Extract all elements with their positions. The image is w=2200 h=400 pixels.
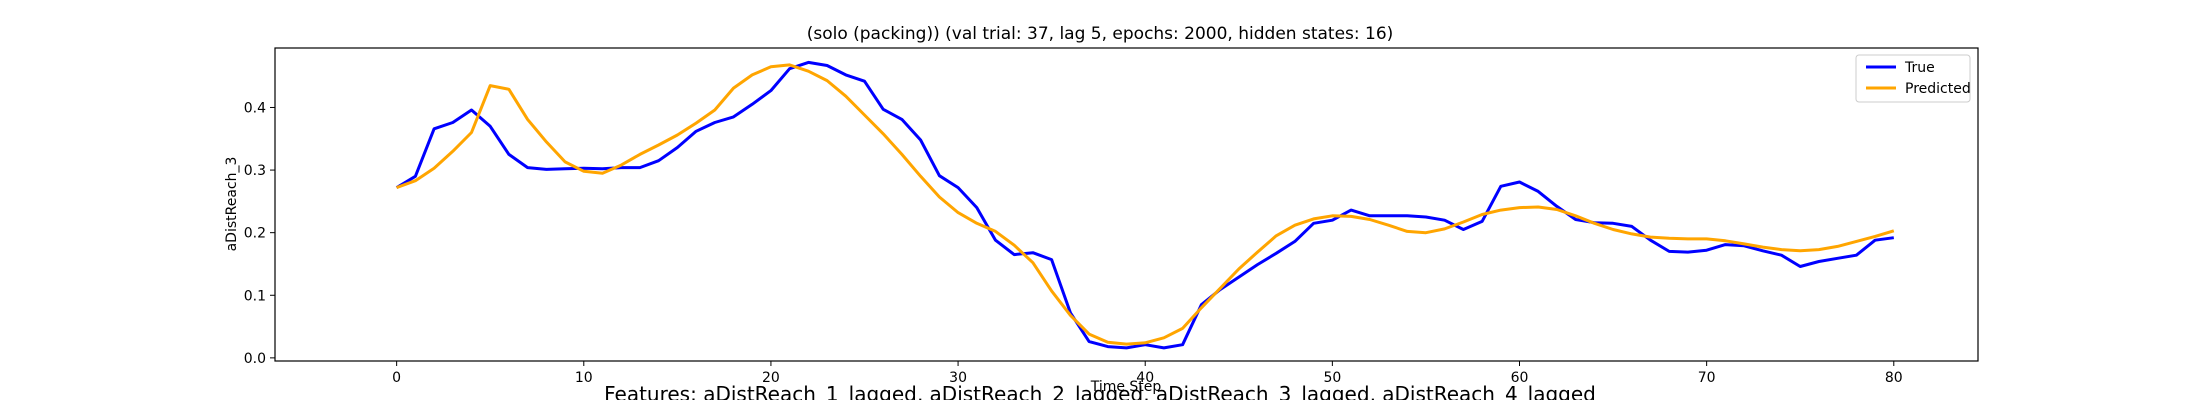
x-axis-ticks: 0 10 20 30 40 50 60 70 80 bbox=[392, 361, 1903, 386]
features-caption: Features: aDistReach_1_lagged, aDistReac… bbox=[604, 382, 1596, 400]
y-axis-ticks: 0.0 0.1 0.2 0.3 0.4 bbox=[244, 100, 275, 367]
chart-title: (solo (packing)) (val trial: 37, lag 5, … bbox=[807, 24, 1394, 44]
x-tick-label: 60 bbox=[1511, 370, 1529, 386]
y-tick-label: 0.3 bbox=[244, 163, 266, 179]
y-tick-label: 0.4 bbox=[244, 100, 266, 116]
axes-frame bbox=[274, 47, 1979, 362]
legend-label-true: True bbox=[1904, 60, 1935, 76]
x-tick-label: 70 bbox=[1698, 370, 1716, 386]
y-tick-label: 0.0 bbox=[244, 351, 266, 367]
series-line-predicted bbox=[396, 63, 1895, 346]
legend: True Predicted bbox=[1855, 54, 1971, 103]
y-axis-label: aDistReach_3 bbox=[224, 157, 240, 252]
y-tick-label: 0.2 bbox=[244, 226, 266, 242]
x-tick-label: 0 bbox=[392, 370, 401, 386]
x-tick-label: 80 bbox=[1885, 370, 1903, 386]
x-tick-label: 20 bbox=[762, 370, 780, 386]
y-tick-label: 0.1 bbox=[244, 288, 266, 304]
legend-label-predicted: Predicted bbox=[1905, 81, 1971, 97]
series-lines bbox=[395, 60, 1895, 350]
x-tick-label: 50 bbox=[1323, 370, 1341, 386]
x-tick-label: 40 bbox=[1136, 370, 1154, 386]
series-line-true bbox=[395, 60, 1894, 350]
x-tick-label: 10 bbox=[575, 370, 593, 386]
x-tick-label: 30 bbox=[949, 370, 967, 386]
x-axis-label: Time Step bbox=[1090, 379, 1162, 395]
